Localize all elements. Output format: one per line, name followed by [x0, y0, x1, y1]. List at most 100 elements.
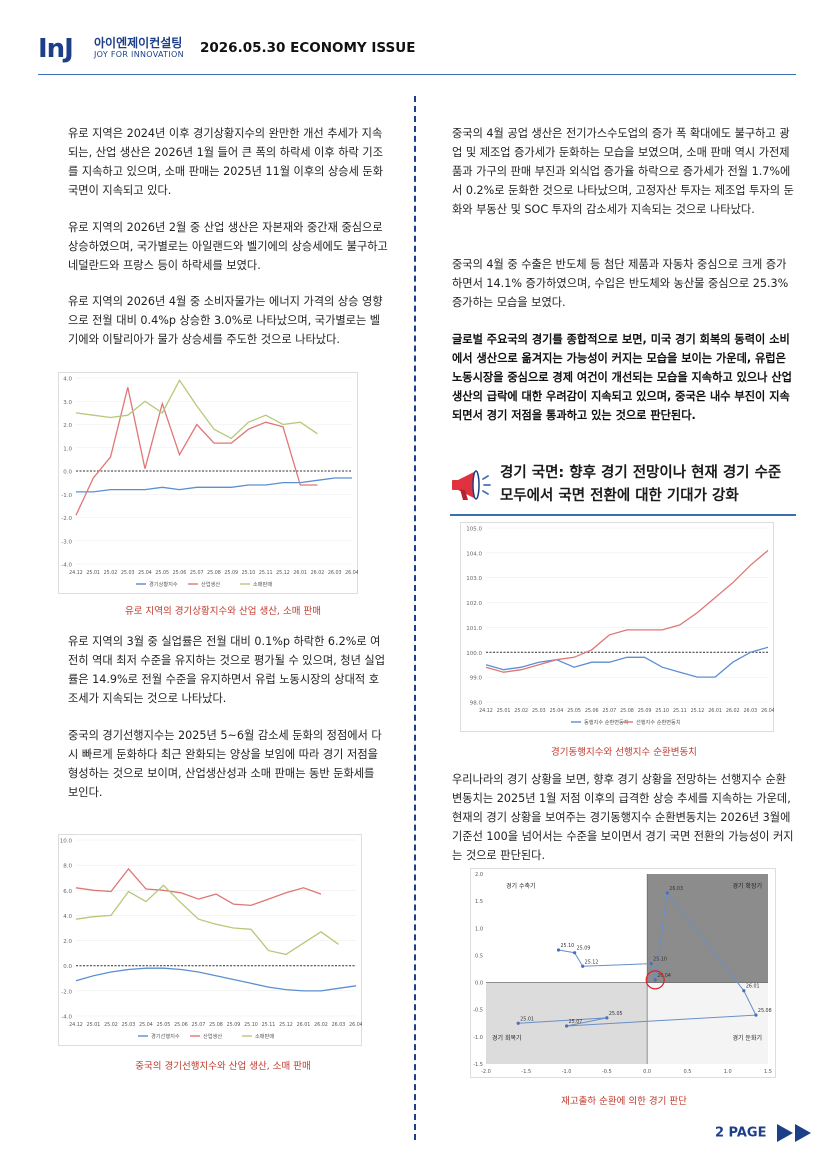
- trajectory-point: [742, 989, 746, 993]
- x-tick-label: 25.08: [209, 1022, 223, 1028]
- x-tick-label: -1.5: [521, 1069, 531, 1075]
- series-line-1: [76, 477, 352, 493]
- chart-euro: 4.0 3.0 2.0 1.0 0.0 -1.0 -2.0 -3.0 -4.0 24.12 25.0…: [58, 372, 358, 594]
- point-label: 25.01: [520, 1016, 534, 1022]
- legend-label: 동행지수 순환변동치: [584, 718, 629, 726]
- point-label: 25.10: [561, 943, 575, 949]
- column-divider: [414, 96, 416, 1140]
- x-tick-label: 24.12: [69, 570, 83, 576]
- x-tick-label: 26.03: [332, 1022, 346, 1028]
- x-tick-label: 25.07: [603, 708, 617, 714]
- x-tick-label: 25.05: [155, 570, 169, 576]
- series-line-1: [75, 967, 357, 992]
- y-tick-label: 102.0: [466, 601, 482, 607]
- chart-euro-caption: 유로 지역의 경기상황지수와 산업 생산, 소매 판매: [125, 606, 321, 617]
- paragraph-euro-labor: 유로 지역의 3월 중 실업률은 전월 대비 0.1%p 하락한 6.2%로 여…: [68, 635, 386, 705]
- y-tick-label: -0.5: [473, 1008, 483, 1014]
- x-tick-label: 25.05: [157, 1022, 171, 1028]
- x-tick-label: 25.12: [691, 708, 705, 714]
- x-tick-label: 25.09: [638, 708, 652, 714]
- page-label: 2 PAGE: [714, 1125, 767, 1141]
- chart-euro-svg: 4.03.02.01.00.0-1.0-2.0-3.0-4.024.12 25.0…: [58, 372, 358, 594]
- section-heading: 경기 국면: 향후 경기 전망이나 현재 경기 수준 모두에서 국면 전환에 대…: [450, 460, 796, 516]
- x-tick-label: 26.01: [293, 570, 307, 576]
- x-tick-label: 25.02: [104, 1022, 118, 1028]
- series-line-3: [75, 884, 339, 956]
- x-tick-label: 26.02: [726, 708, 740, 714]
- chart-frame: [58, 372, 358, 594]
- y-tick-label: -3.0: [61, 539, 72, 545]
- x-tick-label: 25.04: [139, 1022, 153, 1028]
- x-tick-label: 26.04: [345, 570, 358, 576]
- x-tick-label: 24.12: [69, 1022, 83, 1028]
- x-tick-label: 1.5: [764, 1069, 772, 1075]
- trajectory-point: [653, 978, 657, 982]
- x-tick-label: 25.05: [567, 708, 581, 714]
- chart-korea-cycle-caption: 경기동행지수와 선행지수 순환변동치: [551, 747, 697, 758]
- x-tick-label: 25.08: [207, 570, 221, 576]
- x-tick-label: 26.02: [311, 570, 325, 576]
- y-tick-label: -2.0: [61, 516, 72, 522]
- x-tick-label: 24.12: [479, 708, 493, 714]
- y-tick-label: -2.0: [61, 989, 72, 995]
- x-tick-label: 25.02: [514, 708, 528, 714]
- chart-frame: [460, 522, 774, 732]
- x-tick-label: 25.04: [138, 570, 152, 576]
- paragraph-euro-inflation: 유로 지역의 2026년 4월 중 소비자물가는 에너지 가격의 상승 영향으로…: [68, 295, 383, 346]
- paragraph-euro-production: 유로 지역의 2026년 2월 중 산업 생산은 자본재와 중간재 중심으로 상…: [68, 221, 388, 272]
- chart-china-svg: 10.08.06.04.02.00.0-2.0-4.024.12 25.01 25.…: [58, 834, 362, 1046]
- paragraph-china-leading: 중국의 경기선행지수는 2025년 5~6월 감소세 둔화의 정점에서 다시 빠…: [68, 729, 382, 799]
- issue-title: 2026.05.30 ECONOMY ISSUE: [200, 40, 416, 56]
- quadrant-contraction: [486, 874, 648, 983]
- quadrant-recovery: [486, 982, 648, 1064]
- legend-label: 경기상황지수: [149, 580, 178, 588]
- legend-label: 경기선행지수: [151, 1032, 180, 1040]
- chart-korea-cycle-svg: 105.0 104.0 103.0 102.0 101.0 100.0 99.0 98.024…: [460, 522, 774, 732]
- x-tick-label: 25.06: [173, 570, 187, 576]
- y-tick-label: -1.0: [473, 1035, 483, 1041]
- legend-label: 산업생산: [201, 580, 220, 588]
- y-tick-label: 104.0: [466, 551, 482, 557]
- y-tick-label: 99.0: [470, 676, 483, 682]
- paragraph-china-trade: 중국의 4월 중 수출은 반도체 등 첨단 제품과 자동차 중심으로 크게 증가…: [452, 258, 789, 309]
- series-line-2: [485, 549, 769, 673]
- x-tick-label: 25.10: [242, 570, 256, 576]
- y-tick-label: 98.0: [470, 701, 483, 707]
- section-title-line1: 경기 국면: 향후 경기 전망이나 현재 경기 수준: [500, 465, 782, 481]
- x-tick-label: 25.02: [104, 570, 118, 576]
- x-tick-label: 25.06: [174, 1022, 188, 1028]
- point-label: 26.03: [669, 886, 683, 892]
- next-page-arrows-icon: [777, 1124, 811, 1142]
- trajectory-point: [649, 961, 653, 966]
- trajectory-point: [556, 948, 561, 952]
- x-tick-label: 25.11: [673, 708, 687, 714]
- chart-china: 10.0 8.0 6.0 4.0 2.0 0.0 -2.0 -4.0 24.12 25.01 25.…: [58, 834, 362, 1046]
- paragraph-global-summary: 글로벌 주요국의 경기를 종합적으로 보면, 미국 경기 회복의 동력이 소비에…: [452, 333, 792, 422]
- x-tick-label: 26.01: [297, 1022, 311, 1028]
- x-tick-label: 26.03: [744, 708, 758, 714]
- x-tick-label: 0.5: [683, 1069, 691, 1075]
- y-tick-label: 2.0: [475, 872, 483, 878]
- x-tick-label: 25.06: [585, 708, 599, 714]
- y-tick-label: 103.0: [466, 576, 482, 582]
- trajectory-point: [581, 964, 585, 968]
- chart-korea-cycle: 105.0 104.0 103.0 102.0 101.0 100.0 99.0 98.0 24…: [460, 522, 774, 732]
- trajectory-point: [516, 1021, 520, 1025]
- x-tick-label: 25.01: [87, 1022, 101, 1028]
- page-header: InJ 아이엔제이컨설팅 JOY FOR INNOVATION 2026.05.…: [38, 30, 796, 76]
- y-tick-label: 4.0: [63, 914, 72, 920]
- paragraph-korea-outlook: 우리나라의 경기 상황을 보면, 향후 경기 상황을 전망하는 선행지수 순환변…: [452, 773, 794, 862]
- section-rule: [450, 514, 796, 516]
- quadrant-expansion: [647, 874, 768, 983]
- series-line-3: [75, 379, 318, 440]
- quadrant-label: 경기 확장기: [732, 882, 762, 890]
- paragraph-china-industry: 중국의 4월 공업 생산은 전기가스수도업의 증가 폭 확대에도 불구하고 광업…: [452, 127, 794, 216]
- legend-label: 소매판매: [253, 580, 272, 588]
- y-tick-label: 6.0: [63, 889, 72, 895]
- legend-label: 선행지수 순환변동치: [636, 718, 681, 726]
- trajectory-point: [564, 1024, 569, 1028]
- x-tick-label: 25.07: [192, 1022, 206, 1028]
- quadrant-label: 경기 둔화기: [732, 1034, 762, 1042]
- x-tick-label: 26.04: [761, 708, 774, 714]
- quadrant-slowdown: [647, 982, 768, 1064]
